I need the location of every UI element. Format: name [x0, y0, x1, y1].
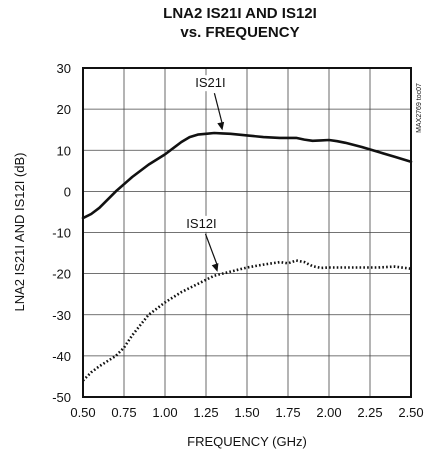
- y-tick-label: 10: [57, 143, 71, 158]
- y-axis-title: LNA2 IS21I AND IS12I (dB): [12, 153, 27, 312]
- x-tick-label: 2.25: [357, 405, 382, 420]
- grid: [82, 67, 412, 398]
- y-tick-label: -10: [52, 226, 71, 241]
- chart-title-line-2: vs. FREQUENCY: [180, 24, 299, 41]
- x-axis-title: FREQUENCY (GHz): [187, 434, 307, 449]
- plot-frame: [82, 67, 412, 398]
- annotation-arrowhead: [211, 263, 219, 272]
- x-tick-label: 2.00: [316, 405, 341, 420]
- y-tick-label: -20: [52, 267, 71, 282]
- y-tick-label: 20: [57, 102, 71, 117]
- x-tick-label: 1.00: [152, 405, 177, 420]
- x-tick-label: 1.50: [234, 405, 259, 420]
- series-line-is12i: [82, 259, 412, 382]
- y-tick-label: -30: [52, 308, 71, 323]
- y-tick-label: -50: [52, 390, 71, 405]
- annotation-label-is12i: IS12I: [186, 216, 216, 231]
- annotation-arrow-line: [204, 233, 219, 267]
- annotation-arrow-line: [213, 93, 223, 125]
- tick-labels: 0.50 0.75 1.00 1.25 1.50 1.75 2.00 2.25 2.50 30 20…: [52, 61, 423, 420]
- series-line-is21i: [81, 131, 413, 220]
- chart-title-line-1: LNA2 IS21I AND IS12I: [163, 5, 317, 22]
- x-tick-label: 0.50: [70, 405, 95, 420]
- y-tick-label: -40: [52, 349, 71, 364]
- annotation-background: [184, 215, 219, 232]
- annotations: IS21I IS12I: [184, 75, 228, 272]
- series-group: [81, 131, 413, 382]
- watermark-label: MAX2769 toc07: [416, 83, 423, 133]
- x-tick-label: 2.50: [398, 405, 423, 420]
- y-tick-label: 30: [57, 61, 71, 76]
- y-tick-label: 0: [64, 184, 71, 199]
- annotation-background: [193, 75, 228, 92]
- x-tick-label: 1.75: [275, 405, 300, 420]
- x-tick-label: 0.75: [111, 405, 136, 420]
- x-tick-label: 1.25: [193, 405, 218, 420]
- annotation-label-is21i: IS21I: [195, 75, 225, 90]
- annotation-arrowhead: [217, 121, 225, 131]
